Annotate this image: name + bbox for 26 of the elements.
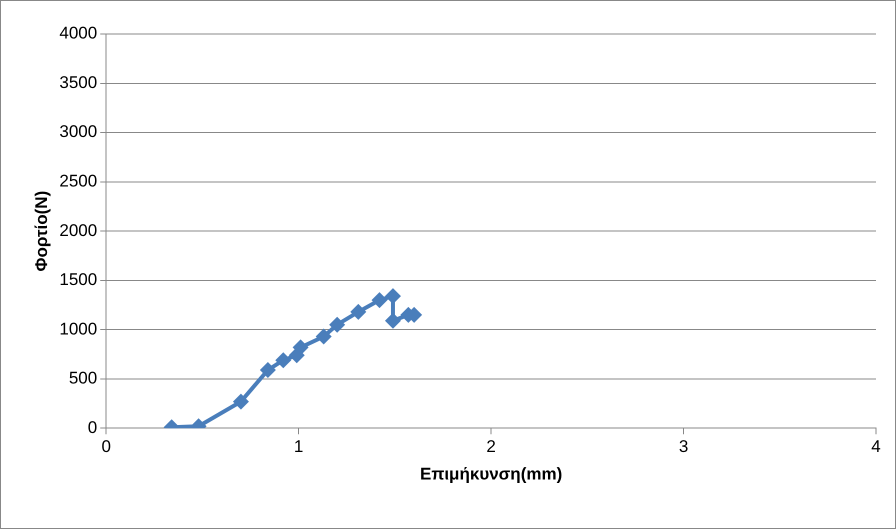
point [384,312,401,329]
point [329,316,346,333]
y-tick-label: 0 [88,418,98,437]
y-axis-title: Φορτίο(N) [32,190,51,272]
x-axis-title: Επιμήκυνση(mm) [420,464,562,484]
x-tick-label: 4 [871,437,881,456]
point [316,328,332,345]
x-tick-label: 0 [101,437,111,456]
point [350,304,366,320]
x-tick-label: 2 [486,437,496,456]
point [371,292,388,308]
x-tick-label: 1 [294,437,304,456]
point [292,339,309,356]
x-tick-label: 3 [678,437,688,456]
y-tick-label: 1000 [59,319,98,338]
y-tick-label: 4000 [59,24,98,43]
y-tick-label: 2000 [59,220,98,240]
y-tick-label: 3500 [59,72,98,92]
y-tick-label: 1500 [59,270,98,290]
point [232,394,249,410]
point [275,352,292,368]
point [260,362,276,378]
point [384,288,401,304]
y-tick-label: 3000 [59,122,98,142]
y-tick-label: 500 [68,368,98,388]
y-tick-label: 2500 [59,172,98,191]
